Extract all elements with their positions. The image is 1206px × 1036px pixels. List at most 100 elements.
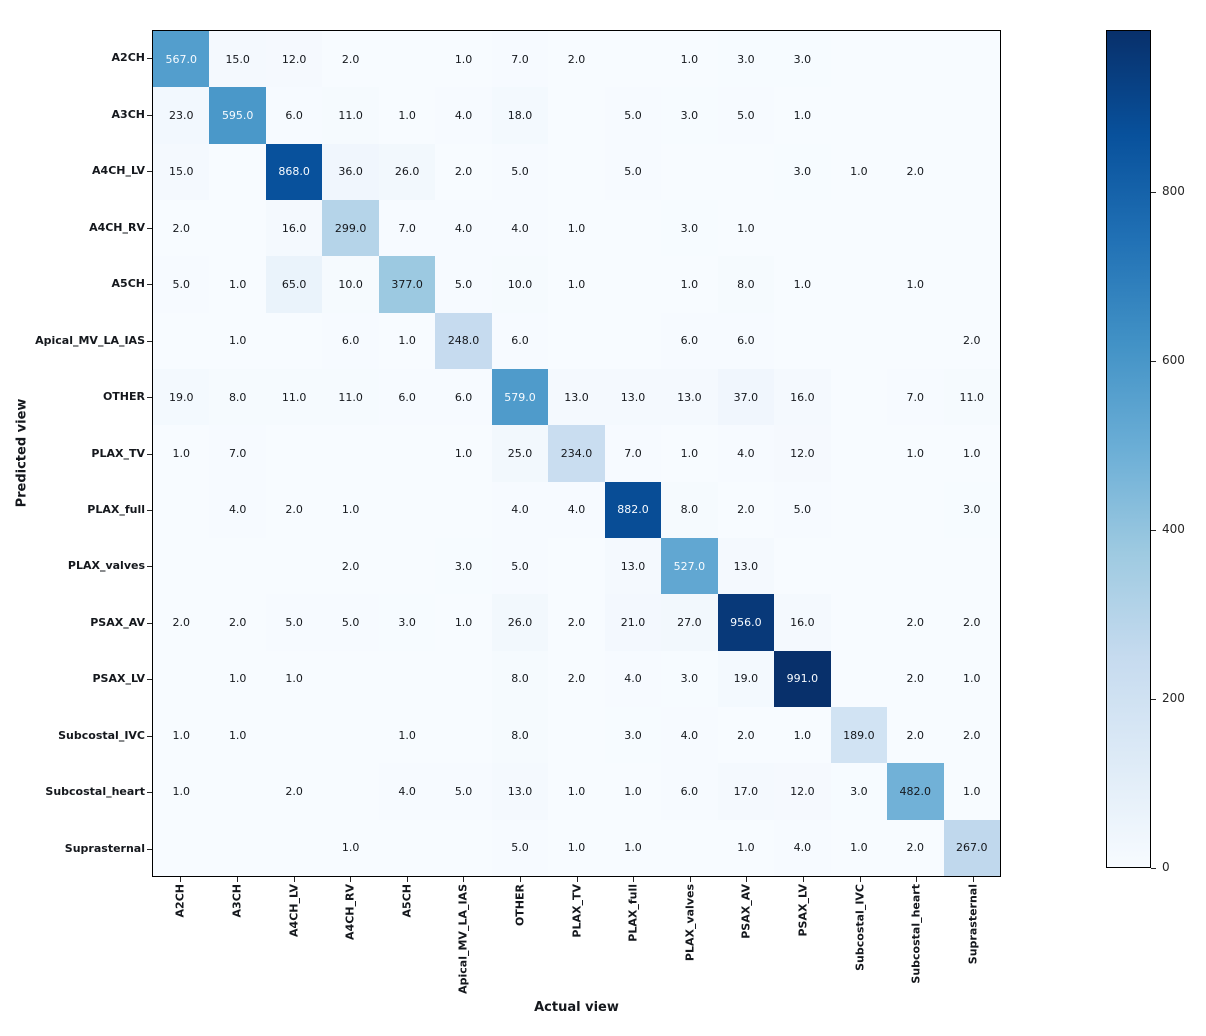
tick-mark — [147, 622, 152, 624]
heatmap-cell: 991.0 — [774, 650, 831, 707]
y-tick-label: Subcostal_heart — [45, 785, 145, 799]
heatmap-cell: 4.0 — [435, 199, 492, 257]
heatmap-cell: 1.0 — [209, 650, 266, 707]
heatmap-cell: 65.0 — [265, 256, 323, 313]
x-tick-label: PLAX_TV — [570, 884, 583, 938]
heatmap-cell: 4.0 — [378, 763, 436, 820]
heatmap-cell — [435, 481, 492, 538]
heatmap-cell: 1.0 — [830, 143, 888, 200]
heatmap-cell — [604, 256, 662, 313]
x-tick-label: A5CH — [400, 884, 414, 918]
heatmap-cell — [378, 537, 436, 595]
heatmap-cell: 1.0 — [548, 763, 605, 820]
heatmap-cell: 267.0 — [943, 819, 1000, 876]
colorbar-tick-label: 400 — [1162, 521, 1185, 536]
heatmap-cell: 1.0 — [548, 819, 605, 876]
heatmap-cell: 8.0 — [491, 650, 549, 707]
heatmap-cell: 8.0 — [491, 706, 549, 764]
heatmap-cell: 1.0 — [830, 819, 888, 876]
x-tick-label: A4CH_RV — [343, 884, 357, 940]
heatmap-cell: 2.0 — [548, 594, 605, 651]
heatmap-cell: 5.0 — [491, 537, 549, 595]
heatmap-cell — [265, 312, 323, 369]
y-tick-label: PSAX_LV — [92, 672, 146, 686]
heatmap-cell: 10.0 — [491, 256, 549, 313]
heatmap-cell: 527.0 — [661, 537, 718, 595]
heatmap-cell: 4.0 — [548, 481, 605, 538]
heatmap-cell — [887, 312, 944, 369]
heatmap-cell: 1.0 — [943, 650, 1000, 707]
heatmap-cell: 8.0 — [661, 481, 718, 538]
heatmap-cell — [265, 706, 323, 764]
heatmap-cell: 2.0 — [265, 763, 323, 820]
heatmap-cell: 15.0 — [209, 31, 266, 88]
heatmap-cell: 3.0 — [604, 706, 662, 764]
tick-mark — [236, 877, 238, 882]
heatmap-cell: 5.0 — [491, 143, 549, 200]
heatmap-cell — [830, 594, 888, 651]
tick-mark — [519, 877, 521, 882]
heatmap-cell: 1.0 — [378, 706, 436, 764]
heatmap-cell: 11.0 — [322, 87, 379, 144]
heatmap-cell: 3.0 — [717, 31, 775, 88]
heatmap-cell: 3.0 — [774, 31, 831, 88]
heatmap-cell — [209, 143, 266, 200]
tick-mark — [1151, 868, 1156, 869]
heatmap-cell: 2.0 — [322, 31, 379, 88]
heatmap-cell — [830, 31, 888, 88]
colorbar-tick-label: 0 — [1162, 860, 1170, 874]
heatmap-cell: 15.0 — [153, 143, 210, 200]
heatmap-cell: 3.0 — [661, 650, 718, 707]
tick-mark — [147, 566, 152, 568]
y-tick-label: A4CH_LV — [92, 164, 145, 178]
heatmap-cell: 4.0 — [661, 706, 718, 764]
heatmap-cell: 4.0 — [774, 819, 831, 876]
heatmap-cell: 16.0 — [265, 199, 323, 257]
tick-mark — [576, 877, 578, 882]
x-tick-label: Subcostal_IVC — [853, 884, 866, 971]
heatmap-cell: 1.0 — [774, 706, 831, 764]
heatmap-cell: 6.0 — [378, 368, 436, 426]
heatmap-cell — [661, 143, 718, 200]
tick-mark — [916, 877, 918, 882]
tick-mark — [1151, 698, 1156, 700]
heatmap-cell: 3.0 — [943, 481, 1000, 538]
y-tick-label: A3CH — [111, 107, 145, 121]
heatmap-cell: 1.0 — [661, 256, 718, 313]
x-tick-label: A3CH — [230, 884, 244, 918]
heatmap-cell — [774, 199, 831, 257]
heatmap-cell — [943, 199, 1000, 257]
heatmap-cell: 1.0 — [943, 763, 1000, 820]
heatmap-cell: 868.0 — [265, 143, 323, 200]
heatmap-cell: 18.0 — [491, 87, 549, 144]
heatmap-cell: 7.0 — [209, 425, 266, 482]
x-tick-label: A4CH_LV — [287, 884, 300, 937]
x-tick-label: PLAX_full — [626, 884, 640, 942]
heatmap-cell: 1.0 — [209, 312, 266, 369]
y-tick-label: PLAX_full — [87, 502, 145, 516]
heatmap-cell: 10.0 — [322, 256, 379, 313]
heatmap-cell: 1.0 — [435, 425, 492, 482]
heatmap-cell — [830, 256, 888, 313]
colorbar-tick-label: 600 — [1162, 352, 1185, 367]
heatmap-cell: 2.0 — [887, 819, 944, 876]
heatmap-cell — [774, 312, 831, 369]
heatmap-cell: 13.0 — [717, 537, 775, 595]
heatmap-cell — [209, 763, 266, 820]
heatmap-cell: 7.0 — [887, 368, 944, 426]
heatmap-cell: 1.0 — [435, 31, 492, 88]
heatmap-cell: 482.0 — [887, 763, 944, 820]
heatmap-cell — [153, 312, 210, 369]
tick-mark — [147, 284, 152, 286]
heatmap-cell: 2.0 — [887, 650, 944, 707]
y-tick-label: A4CH_RV — [89, 220, 145, 234]
heatmap-cell: 1.0 — [209, 256, 266, 313]
heatmap-cell — [153, 481, 210, 538]
heatmap-cell: 26.0 — [378, 143, 436, 200]
tick-mark — [147, 792, 152, 794]
heatmap-cell: 4.0 — [604, 650, 662, 707]
tick-mark — [1151, 360, 1156, 362]
heatmap-cell: 1.0 — [378, 87, 436, 144]
heatmap-cell — [435, 819, 492, 876]
heatmap-cell: 567.0 — [153, 31, 210, 88]
